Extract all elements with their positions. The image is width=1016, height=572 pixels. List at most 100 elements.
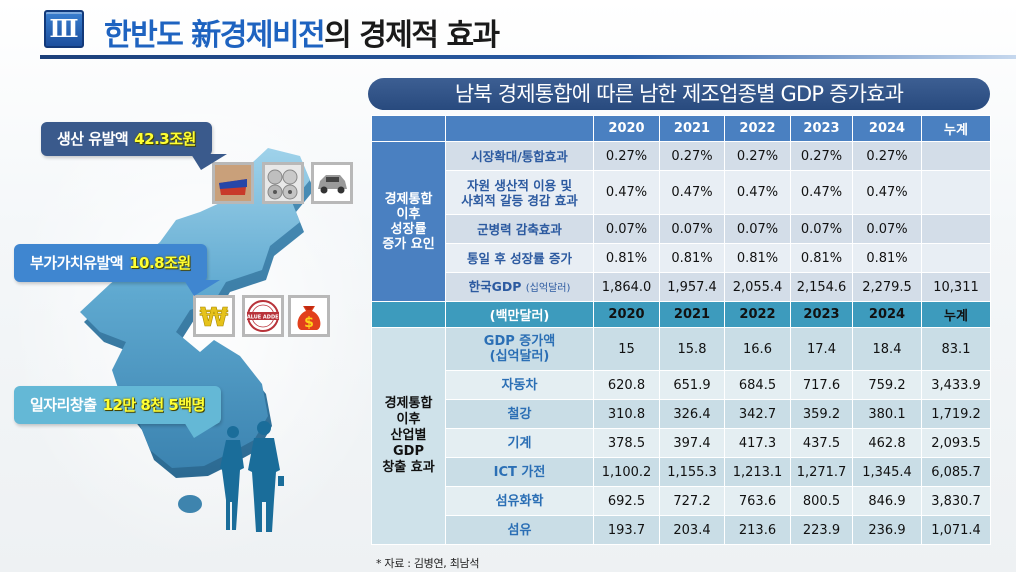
page-title-accent: 한반도 新경제비전	[104, 18, 326, 53]
cell: 3,830.7	[921, 486, 991, 516]
row-label: 한국GDP (십억달러)	[445, 272, 594, 302]
cell	[921, 141, 991, 171]
cell: 1,271.7	[790, 457, 853, 487]
cell: 1,213.1	[724, 457, 791, 487]
cell: 16.6	[724, 327, 791, 371]
cell: 692.5	[593, 486, 660, 516]
cell: 3,433.9	[921, 370, 991, 400]
cell: 0.81%	[659, 243, 725, 273]
cell: 846.9	[852, 486, 922, 516]
cell: 15.8	[659, 327, 725, 371]
table-row: 군병력 감축효과 0.07% 0.07% 0.07% 0.07% 0.07%	[371, 214, 991, 244]
cell: 310.8	[593, 399, 660, 429]
row-label: 섬유	[445, 515, 594, 545]
table-row: 철강 310.8 326.4 342.7 359.2 380.1 1,719.2	[371, 399, 991, 429]
steel-coils-icon	[262, 162, 304, 204]
svg-text:₩: ₩	[200, 303, 229, 333]
cell: 203.4	[659, 515, 725, 545]
column-header: 2020	[593, 115, 660, 142]
job-creation-callout: 일자리창출 12만 8천 5백명	[14, 386, 221, 438]
table-row: 통일 후 성장률 증가 0.81% 0.81% 0.81% 0.81% 0.81…	[371, 243, 991, 273]
cell: 0.07%	[790, 214, 853, 244]
cell: 1,957.4	[659, 272, 725, 302]
table-subheader-row: (백만달러) 2020 2021 2022 2023 2024 누계	[371, 301, 991, 328]
slide-header: Ⅲ 한반도 新경제비전의 경제적 효과	[0, 0, 1016, 62]
svg-text:$: $	[304, 315, 314, 331]
cell: 1,345.4	[852, 457, 922, 487]
cell: 378.5	[593, 428, 660, 458]
row-label: 철강	[445, 399, 594, 429]
column-header: 2022	[724, 115, 791, 142]
callout-value: 12만 8천 5백명	[102, 396, 206, 414]
korea-map-illustration: ₩ VALUE ADDED $ 생산 유발액 42.3조원 부가가치유발액 10.8…	[0, 70, 370, 572]
cell: 6,085.7	[921, 457, 991, 487]
callout-value: 42.3조원	[134, 130, 196, 148]
cell: 0.47%	[659, 170, 725, 215]
column-header: 2023	[790, 301, 853, 328]
cell: 0.07%	[724, 214, 791, 244]
cell: 0.81%	[790, 243, 853, 273]
cell: 759.2	[852, 370, 922, 400]
cell: 0.81%	[852, 243, 922, 273]
header-blank	[445, 115, 594, 142]
won-sign-icon: ₩	[193, 295, 235, 337]
callout-label: 부가가치유발액	[30, 254, 124, 272]
header-blank	[371, 115, 446, 142]
cell: 620.8	[593, 370, 660, 400]
table-row: 섬유 193.7 203.4 213.6 223.9 236.9 1,071.4	[371, 515, 991, 545]
column-header: 2024	[852, 301, 922, 328]
cell: 0.47%	[593, 170, 660, 215]
cell: 1,100.2	[593, 457, 660, 487]
column-header: 2020	[593, 301, 660, 328]
header-divider	[40, 55, 1016, 59]
page-title-rest: 의 경제적 효과	[324, 18, 500, 53]
cell: 213.6	[724, 515, 791, 545]
cell: 800.5	[790, 486, 853, 516]
cell: 397.4	[659, 428, 725, 458]
money-bag-icon: $	[288, 295, 330, 337]
row-label: 시장확대/통합효과	[445, 141, 594, 171]
table-row: 경제통합 이후 산업별 GDP 창출 효과 GDP 증가액 (십억달러) 15 …	[371, 327, 991, 545]
unit-header: (백만달러)	[445, 301, 594, 328]
column-header: 2024	[852, 115, 922, 142]
cell: 651.9	[659, 370, 725, 400]
row-label: ICT 가전	[445, 457, 594, 487]
cell: 0.47%	[790, 170, 853, 215]
source-note: * 자료 : 김병연, 최남석	[376, 557, 480, 570]
column-header: 2021	[659, 115, 725, 142]
table-header-row: 2020 2021 2022 2023 2024 누계	[371, 115, 991, 142]
table-title: 남북 경제통합에 따른 남한 제조업종별 GDP 증가효과	[368, 78, 990, 110]
row-label: 통일 후 성장률 증가	[445, 243, 594, 273]
svg-text:VALUE ADDED: VALUE ADDED	[245, 315, 281, 321]
cell: 0.81%	[593, 243, 660, 273]
cell: 1,071.4	[921, 515, 991, 545]
group-label-industry-gdp: 경제통합 이후 산업별 GDP 창출 효과	[371, 327, 446, 545]
table-row: 경제통합 이후 성장률 증가 요인 시장확대/통합효과 0.27% 0.27% …	[371, 141, 991, 302]
cell: 359.2	[790, 399, 853, 429]
cell: 83.1	[921, 327, 991, 371]
column-header: 2023	[790, 115, 853, 142]
gdp-effect-table: 2020 2021 2022 2023 2024 누계 경제통합 이후 성장률 …	[371, 115, 991, 545]
cell: 717.6	[790, 370, 853, 400]
cell: 684.5	[724, 370, 791, 400]
cell: 1,155.3	[659, 457, 725, 487]
column-header: 누계	[921, 115, 991, 142]
cell: 0.27%	[724, 141, 791, 171]
cell: 0.47%	[724, 170, 791, 215]
row-label: 기계	[445, 428, 594, 458]
cell: 0.81%	[724, 243, 791, 273]
cell: 18.4	[852, 327, 922, 371]
row-label: 자원 생산적 이용 및 사회적 갈등 경감 효과	[445, 170, 594, 215]
section-number-badge: Ⅲ	[44, 10, 84, 48]
row-label: 섬유화학	[445, 486, 594, 516]
table-row: 섬유화학 692.5 727.2 763.6 800.5 846.9 3,830…	[371, 486, 991, 516]
cell: 0.27%	[659, 141, 725, 171]
cell: 0.07%	[852, 214, 922, 244]
cell: 417.3	[724, 428, 791, 458]
cell: 15	[593, 327, 660, 371]
callout-label: 생산 유발액	[57, 130, 129, 148]
column-header: 2022	[724, 301, 791, 328]
table-row: 자원 생산적 이용 및 사회적 갈등 경감 효과 0.47% 0.47% 0.4…	[371, 170, 991, 215]
production-inducement-callout: 생산 유발액 42.3조원	[41, 122, 227, 170]
group-label-growth-factors: 경제통합 이후 성장률 증가 요인	[371, 141, 446, 302]
